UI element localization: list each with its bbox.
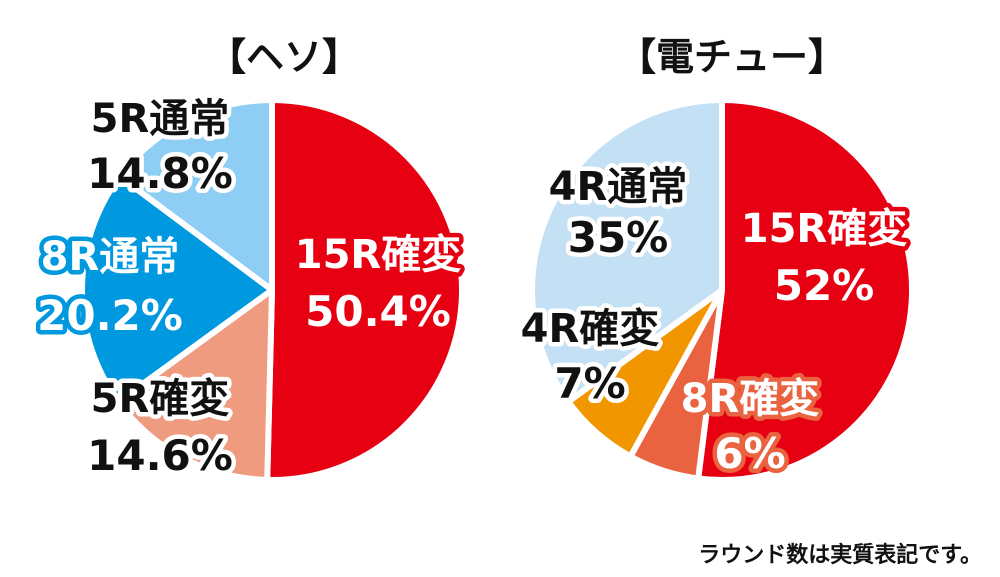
pie-slice-5r-tsujo	[116, 97, 275, 293]
slice-value-5r-tsujo: 14.8%	[87, 149, 233, 198]
slice-value-8r-kakuhen: 6%	[714, 429, 785, 478]
slice-label-15r-kakuhen: 15R確変	[741, 206, 907, 252]
footnote: ラウンド数は実質表記です。	[698, 543, 982, 568]
chart-title-denchu: 【電チュー】	[618, 35, 847, 79]
slice-label-4r-kakuhen: 4R確変	[521, 306, 660, 352]
slice-value-4r-kakuhen: 7%	[554, 359, 625, 408]
pie-slice-5r-kakuhen	[115, 287, 275, 483]
slice-label-4r-tsujo: 4R通常	[549, 164, 688, 210]
slice-label-8r-tsujo: 8R通常	[41, 234, 180, 280]
pie-slice-4r-tsujo	[529, 97, 725, 405]
pie-slice-8r-tsujo	[79, 173, 275, 405]
slice-label-15r-kakuhen: 15R確変	[295, 232, 461, 278]
slice-label-5r-tsujo: 5R通常	[91, 96, 230, 142]
slice-label-5r-kakuhen: 5R確変	[91, 376, 230, 422]
chart-title-heso: 【ヘソ】	[208, 35, 361, 79]
slice-label-8r-kakuhen: 8R確変	[681, 376, 820, 422]
pie-slice-15r-kakuhen	[264, 97, 465, 483]
slice-value-8r-tsujo: 20.2%	[37, 291, 183, 340]
pie-slice-15r-kakuhen	[695, 97, 915, 483]
slice-value-5r-kakuhen: 14.6%	[87, 431, 233, 480]
slice-value-4r-tsujo: 35%	[568, 213, 669, 262]
slice-value-15r-kakuhen: 52%	[774, 261, 875, 310]
slice-value-15r-kakuhen: 50.4%	[305, 287, 451, 336]
